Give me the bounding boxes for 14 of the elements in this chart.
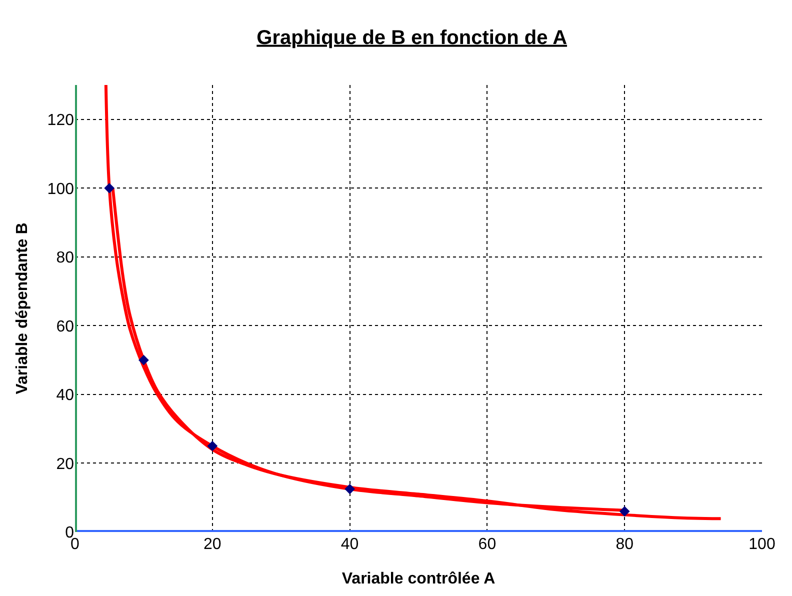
y-tick-label: 80 xyxy=(56,250,74,267)
y-tick-label: 120 xyxy=(47,112,74,129)
y-tick-label: 20 xyxy=(56,456,74,473)
chart-title: Graphique de B en fonction de A xyxy=(256,26,568,49)
y-tick-label: 100 xyxy=(47,180,74,198)
y-tick-label: 40 xyxy=(56,387,74,404)
y-axis-title: Variable dépendante B xyxy=(14,222,32,394)
y-tick-label: 60 xyxy=(56,318,74,336)
x-axis-title: Variable contrôlée A xyxy=(342,570,496,588)
x-tick-label: 40 xyxy=(340,536,359,553)
x-tick-label: 100 xyxy=(748,536,776,553)
x-tick-label: 80 xyxy=(616,536,634,553)
x-tick-label: 20 xyxy=(204,536,222,553)
x-tick-label: 60 xyxy=(478,536,496,553)
